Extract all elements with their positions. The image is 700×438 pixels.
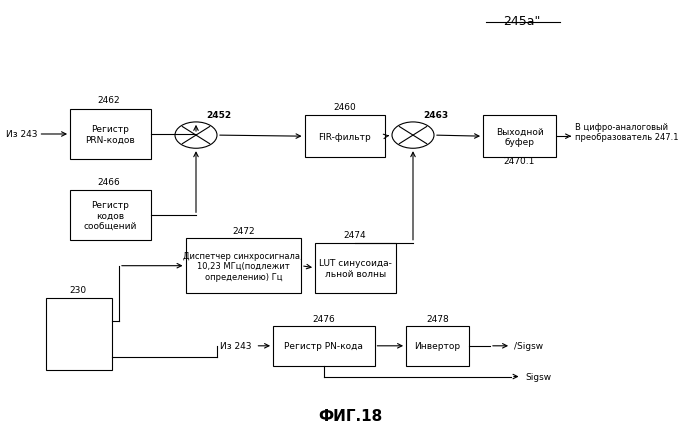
Text: Диспетчер синхросигнала,
10,23 МГц(подлежит
определению) Гц: Диспетчер синхросигнала, 10,23 МГц(подле… <box>183 251 303 281</box>
Text: 2470.1: 2470.1 <box>504 156 535 166</box>
Bar <box>483 116 556 158</box>
Text: 245a": 245a" <box>503 15 540 28</box>
Text: Sigsw: Sigsw <box>525 372 551 381</box>
Text: Регистр
кодов
сообщений: Регистр кодов сообщений <box>83 201 137 230</box>
Bar <box>304 116 385 158</box>
Text: 2466: 2466 <box>97 177 120 186</box>
Bar <box>273 326 374 366</box>
Text: 230: 230 <box>70 285 87 294</box>
Bar <box>186 239 301 293</box>
Text: LUT синусоида-
льной волны: LUT синусоида- льной волны <box>318 258 392 278</box>
Text: 2460: 2460 <box>333 102 356 112</box>
Bar <box>70 110 150 160</box>
Text: 2476: 2476 <box>313 314 335 323</box>
Text: Из 243: Из 243 <box>220 342 252 350</box>
Bar <box>315 243 395 293</box>
Text: В цифро-аналоговый
преобразователь 247.1: В цифро-аналоговый преобразователь 247.1 <box>575 123 679 142</box>
Text: Инвертор: Инвертор <box>414 342 461 350</box>
Text: /Sigsw: /Sigsw <box>514 342 544 350</box>
Text: 2474: 2474 <box>344 230 366 240</box>
Text: ФИГ.18: ФИГ.18 <box>318 408 382 423</box>
Bar <box>406 326 469 366</box>
Text: 2478: 2478 <box>426 314 449 323</box>
Text: Из 243: Из 243 <box>6 130 37 139</box>
Text: FIR-фильтр: FIR-фильтр <box>318 132 371 141</box>
Text: Выходной
буфер: Выходной буфер <box>496 127 544 147</box>
Text: Регистр
PRN-кодов: Регистр PRN-кодов <box>85 125 135 145</box>
Text: 2472: 2472 <box>232 226 255 235</box>
Text: 2452: 2452 <box>206 111 232 120</box>
Bar <box>70 191 150 241</box>
Text: 2462: 2462 <box>97 96 120 105</box>
Bar <box>46 298 112 370</box>
Text: Регистр PN-кода: Регистр PN-кода <box>284 342 363 350</box>
Text: 2463: 2463 <box>424 111 449 120</box>
